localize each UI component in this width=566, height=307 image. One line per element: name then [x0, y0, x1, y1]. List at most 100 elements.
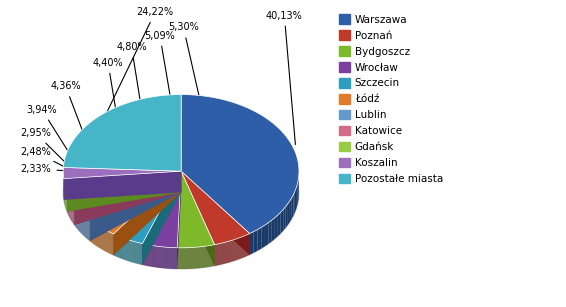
- Polygon shape: [64, 171, 181, 200]
- Polygon shape: [143, 244, 144, 265]
- Polygon shape: [286, 204, 288, 228]
- Text: 40,13%: 40,13%: [266, 10, 303, 145]
- Polygon shape: [193, 247, 194, 269]
- Polygon shape: [151, 245, 152, 266]
- Polygon shape: [217, 244, 218, 265]
- Polygon shape: [90, 171, 181, 241]
- Polygon shape: [178, 248, 179, 269]
- Polygon shape: [188, 248, 189, 269]
- Polygon shape: [227, 242, 228, 263]
- Polygon shape: [283, 207, 286, 231]
- Polygon shape: [74, 171, 181, 220]
- Polygon shape: [239, 238, 240, 259]
- Polygon shape: [210, 245, 211, 267]
- Polygon shape: [197, 247, 198, 268]
- Polygon shape: [67, 171, 181, 212]
- Polygon shape: [293, 191, 295, 216]
- Polygon shape: [179, 248, 180, 269]
- Text: 5,09%: 5,09%: [144, 31, 194, 238]
- Text: 24,22%: 24,22%: [105, 7, 174, 116]
- Text: 4,40%: 4,40%: [93, 58, 135, 227]
- Text: 4,80%: 4,80%: [116, 42, 162, 235]
- Polygon shape: [165, 247, 166, 268]
- Polygon shape: [238, 238, 239, 259]
- Polygon shape: [203, 246, 204, 268]
- Polygon shape: [114, 171, 181, 255]
- Polygon shape: [177, 171, 181, 269]
- Polygon shape: [170, 247, 171, 269]
- Polygon shape: [114, 171, 181, 243]
- Polygon shape: [187, 248, 188, 269]
- Text: 2,48%: 2,48%: [21, 147, 91, 180]
- Polygon shape: [146, 244, 147, 266]
- Polygon shape: [216, 244, 217, 266]
- Polygon shape: [224, 243, 225, 264]
- Polygon shape: [181, 171, 215, 266]
- Polygon shape: [160, 247, 161, 268]
- Polygon shape: [225, 242, 226, 263]
- Polygon shape: [254, 230, 258, 253]
- Polygon shape: [156, 246, 157, 267]
- Polygon shape: [90, 171, 181, 234]
- Polygon shape: [177, 171, 181, 269]
- Polygon shape: [161, 247, 162, 268]
- Polygon shape: [143, 171, 181, 265]
- Polygon shape: [235, 239, 236, 260]
- Polygon shape: [291, 195, 293, 219]
- Polygon shape: [150, 245, 151, 266]
- Polygon shape: [64, 171, 181, 200]
- Polygon shape: [143, 171, 181, 248]
- Polygon shape: [181, 171, 250, 255]
- Polygon shape: [233, 240, 234, 261]
- Polygon shape: [234, 239, 235, 261]
- Polygon shape: [232, 240, 233, 262]
- Polygon shape: [63, 116, 299, 269]
- Polygon shape: [202, 247, 203, 268]
- Polygon shape: [164, 247, 165, 268]
- Polygon shape: [74, 171, 181, 225]
- Polygon shape: [63, 95, 181, 171]
- Polygon shape: [172, 247, 173, 269]
- Polygon shape: [153, 246, 154, 267]
- Polygon shape: [290, 198, 291, 222]
- Polygon shape: [155, 246, 156, 267]
- Polygon shape: [191, 247, 192, 269]
- Polygon shape: [288, 201, 290, 225]
- Polygon shape: [162, 247, 163, 268]
- Polygon shape: [190, 247, 191, 269]
- Polygon shape: [242, 236, 243, 258]
- Polygon shape: [218, 244, 219, 265]
- Polygon shape: [211, 245, 212, 266]
- Polygon shape: [195, 247, 196, 269]
- Polygon shape: [173, 248, 174, 269]
- Polygon shape: [181, 171, 215, 266]
- Polygon shape: [158, 247, 159, 268]
- Polygon shape: [182, 248, 183, 269]
- Polygon shape: [205, 246, 206, 267]
- Polygon shape: [237, 238, 238, 260]
- Polygon shape: [215, 244, 216, 266]
- Polygon shape: [157, 246, 158, 268]
- Polygon shape: [145, 244, 146, 266]
- Polygon shape: [240, 237, 241, 259]
- Polygon shape: [185, 248, 186, 269]
- Polygon shape: [296, 185, 297, 209]
- Polygon shape: [181, 171, 250, 255]
- Polygon shape: [183, 248, 185, 269]
- Polygon shape: [204, 246, 205, 267]
- Polygon shape: [167, 247, 168, 269]
- Polygon shape: [281, 209, 283, 234]
- Polygon shape: [226, 242, 227, 263]
- Polygon shape: [177, 171, 215, 248]
- Text: 4,36%: 4,36%: [50, 81, 114, 215]
- Polygon shape: [159, 247, 160, 268]
- Polygon shape: [90, 171, 181, 241]
- Polygon shape: [189, 248, 190, 269]
- Polygon shape: [64, 171, 181, 190]
- Polygon shape: [180, 248, 181, 269]
- Polygon shape: [149, 245, 150, 266]
- Polygon shape: [236, 239, 237, 260]
- Polygon shape: [201, 247, 202, 268]
- Polygon shape: [206, 246, 207, 267]
- Polygon shape: [278, 212, 281, 236]
